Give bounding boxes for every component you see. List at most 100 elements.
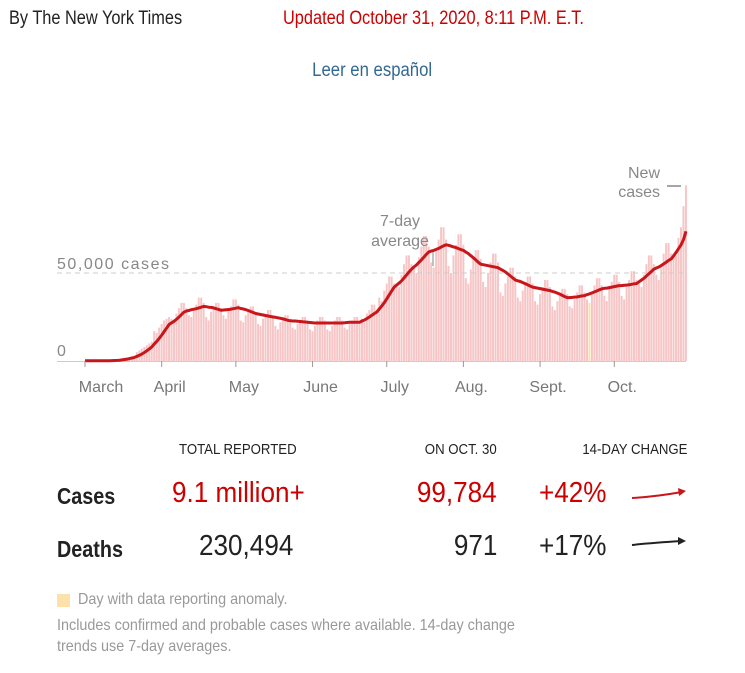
- daily-cases-bar: [412, 267, 415, 361]
- daily-cases-bar: [400, 274, 403, 361]
- daily-cases-bar: [650, 255, 653, 361]
- daily-cases-bar: [524, 283, 527, 361]
- daily-cases-bar: [170, 318, 173, 361]
- daily-cases-bar: [499, 292, 502, 361]
- daily-cases-bar: [249, 306, 252, 361]
- daily-cases-bar: [464, 278, 467, 361]
- daily-cases-bar: [286, 315, 289, 361]
- daily-cases-bar: [420, 246, 423, 361]
- daily-cases-bar: [365, 313, 368, 361]
- daily-cases-bar: [435, 250, 438, 361]
- daily-cases-bar: [264, 315, 267, 361]
- daily-cases-bar: [637, 283, 640, 361]
- daily-cases-bar: [351, 320, 354, 361]
- daily-cases-bar: [360, 318, 363, 361]
- daily-cases-bar: [514, 276, 517, 361]
- daily-cases-bar: [363, 322, 366, 361]
- daily-cases-bar: [333, 320, 336, 361]
- daily-cases-bar: [487, 273, 490, 361]
- daily-cases-bar: [675, 255, 678, 361]
- daily-cases-bar: [655, 274, 658, 361]
- daily-cases-bar: [326, 329, 329, 361]
- daily-cases-bar: [630, 271, 633, 361]
- daily-cases-bar: [271, 315, 274, 361]
- cases-total: 9.1 million+: [172, 477, 305, 509]
- daily-cases-bar: [244, 315, 247, 361]
- daily-cases-bar: [670, 253, 673, 361]
- daily-cases-bar: [348, 324, 351, 361]
- daily-cases-bar: [482, 281, 485, 361]
- daily-cases-bar: [462, 244, 465, 361]
- daily-cases-bar: [145, 345, 148, 361]
- daily-cases-bar: [511, 267, 514, 361]
- daily-cases-bar: [548, 287, 551, 361]
- daily-cases-bar: [571, 308, 574, 361]
- daily-cases-bar: [494, 253, 497, 361]
- daily-cases-bar: [647, 255, 650, 361]
- daily-cases-bar: [445, 239, 448, 361]
- x-tick-label: March: [79, 379, 123, 396]
- daily-cases-bar: [242, 322, 245, 361]
- row-label-cases: Cases: [57, 483, 116, 509]
- daily-cases-bar: [316, 320, 319, 361]
- daily-cases-bar: [680, 227, 682, 361]
- new-cases-annotation-line1: New: [628, 165, 660, 182]
- daily-cases-bar: [529, 276, 532, 361]
- cases-latest: 99,784: [417, 477, 497, 509]
- daily-cases-bar: [328, 331, 331, 361]
- daily-cases-bar: [454, 244, 457, 361]
- daily-cases-bar: [403, 264, 405, 361]
- daily-cases-bar: [219, 308, 222, 361]
- daily-cases-bar: [598, 278, 601, 361]
- header-latest-day: ON OCT. 30: [425, 441, 497, 458]
- daily-cases-bar: [590, 292, 593, 361]
- daily-cases-bar: [610, 281, 613, 361]
- daily-cases-bar: [190, 317, 193, 361]
- daily-cases-bar: [425, 236, 428, 361]
- spanish-link[interactable]: Leer en español: [0, 60, 745, 82]
- daily-cases-bar: [155, 332, 158, 361]
- daily-cases-bar: [516, 297, 519, 361]
- daily-cases-bar: [205, 317, 208, 361]
- daily-cases-bar: [237, 304, 240, 361]
- daily-cases-bar: [247, 311, 250, 361]
- daily-cases-bar: [474, 250, 477, 361]
- x-axis-ticks: March April May June July Aug. Sept. Oct.: [79, 361, 637, 396]
- x-tick-label: Oct.: [608, 379, 637, 396]
- daily-cases-bar: [684, 185, 687, 361]
- daily-cases-bar: [642, 274, 645, 361]
- new-cases-annotation-line2: cases: [618, 184, 660, 201]
- daily-cases-bar: [210, 311, 213, 361]
- anomaly-bar: [588, 302, 591, 361]
- daily-cases-bar: [395, 283, 398, 361]
- daily-cases-bar: [489, 262, 492, 361]
- average-annotation-line1: 7-day: [380, 213, 420, 230]
- daily-cases-bar: [343, 327, 346, 361]
- daily-cases-bar: [311, 331, 314, 361]
- daily-cases-bar: [294, 329, 297, 361]
- daily-cases-bar: [526, 276, 529, 361]
- daily-cases-bar: [197, 297, 200, 361]
- daily-cases-bar: [393, 283, 396, 361]
- x-tick-label: Aug.: [455, 379, 488, 396]
- footnote-line2: trends use 7-day averages.: [57, 638, 232, 655]
- daily-cases-bar: [484, 287, 487, 361]
- daily-cases-bar: [227, 309, 230, 361]
- daily-cases-bar: [224, 318, 227, 361]
- daily-cases-bar: [534, 301, 537, 361]
- daily-cases-bar: [390, 276, 393, 361]
- daily-cases-bar: [222, 315, 225, 361]
- daily-cases-bar: [229, 306, 232, 361]
- daily-cases-bar: [262, 318, 265, 361]
- daily-cases-bar: [163, 320, 166, 361]
- daily-cases-bar: [150, 341, 153, 361]
- daily-cases-bar: [338, 317, 341, 361]
- daily-cases-bar: [682, 206, 685, 361]
- daily-cases-bar: [165, 318, 168, 361]
- daily-cases-bar: [543, 280, 546, 361]
- daily-cases-bar: [640, 287, 643, 361]
- daily-cases-bar: [586, 299, 589, 361]
- daily-cases-bar: [665, 243, 668, 361]
- daily-cases-bar: [536, 304, 539, 361]
- daily-cases-bar: [546, 280, 549, 361]
